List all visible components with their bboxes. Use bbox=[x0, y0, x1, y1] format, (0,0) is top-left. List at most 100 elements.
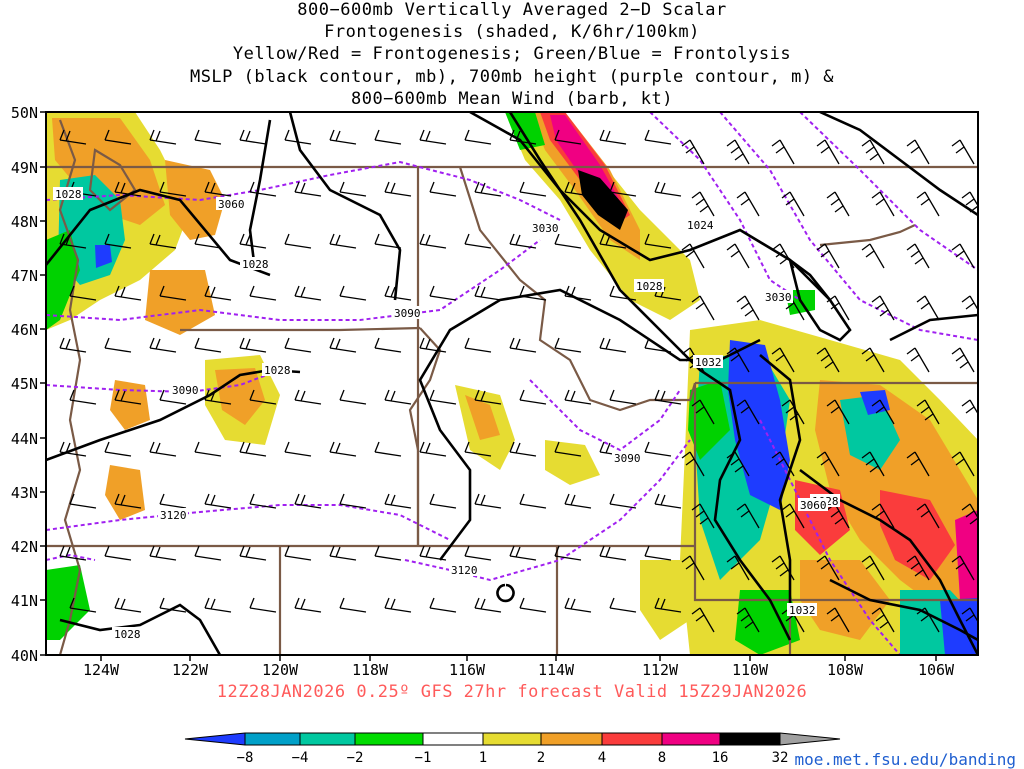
height-label-1: 3030 bbox=[530, 221, 560, 235]
wind-barb bbox=[861, 451, 885, 477]
wind-barb bbox=[374, 233, 402, 249]
wind-barb bbox=[429, 285, 457, 301]
forecast-valid-line: 12Z28JAN2026 0.25º GFS 27hr forecast Val… bbox=[216, 682, 808, 702]
title-line-3: Yellow/Red = Frontogenesis; Green/Blue =… bbox=[232, 44, 792, 64]
wind-barb bbox=[951, 347, 975, 373]
source-credit-link[interactable]: moe.met.fsu.edu/banding bbox=[794, 750, 1016, 769]
height-label-2: 3060 bbox=[216, 197, 246, 211]
wind-barb bbox=[609, 493, 637, 509]
wind-barb bbox=[861, 555, 885, 581]
wind-barb bbox=[519, 285, 547, 301]
svg-text:3060: 3060 bbox=[218, 198, 245, 211]
wind-barb bbox=[554, 337, 582, 353]
wind-barb bbox=[736, 295, 760, 321]
wind-barb bbox=[906, 139, 930, 165]
longitude-ticks bbox=[100, 655, 937, 661]
wind-barb bbox=[816, 243, 840, 269]
wind-barb bbox=[294, 285, 322, 301]
mslp-label-1: 1024 bbox=[685, 218, 715, 232]
svg-text:3090: 3090 bbox=[614, 452, 641, 465]
wind-barb bbox=[204, 597, 232, 613]
wind-barb bbox=[384, 181, 412, 197]
lat-label-47n: 47N bbox=[11, 267, 38, 285]
puget-sound bbox=[88, 148, 137, 212]
wind-barb bbox=[916, 191, 940, 217]
colorbar-label-m8: −8 bbox=[237, 750, 254, 766]
wind-barb bbox=[239, 233, 267, 249]
mslp-label-5: 1028 bbox=[112, 627, 142, 641]
shade-w2-orange bbox=[110, 380, 150, 430]
border-or-id bbox=[408, 327, 442, 546]
colorbar-swatch-4 bbox=[423, 733, 483, 745]
lat-label-49n: 49N bbox=[11, 159, 38, 177]
shade-band-black bbox=[578, 170, 628, 230]
wind-barb bbox=[654, 389, 682, 405]
wind-barb bbox=[294, 597, 322, 613]
wind-barb bbox=[149, 441, 177, 457]
wind-barb bbox=[771, 243, 795, 269]
height-contour-3060-n bbox=[46, 160, 561, 221]
wind-barb bbox=[194, 337, 222, 353]
wind-barb bbox=[609, 181, 637, 197]
mslp-contour-1028-sw bbox=[59, 603, 222, 655]
svg-text:3120: 3120 bbox=[160, 509, 187, 522]
height-contours bbox=[46, 112, 978, 655]
wind-barb bbox=[104, 337, 132, 353]
wind-barb bbox=[384, 597, 412, 613]
wind-barb bbox=[374, 545, 402, 561]
mslp-label-6: 1032 bbox=[693, 355, 723, 369]
wind-barb bbox=[691, 503, 715, 529]
shade-sw-orange bbox=[105, 465, 145, 520]
wind-barb bbox=[681, 555, 705, 581]
wind-barb bbox=[554, 129, 582, 145]
wind-barb bbox=[464, 233, 492, 249]
wind-barb bbox=[114, 493, 142, 509]
wind-barb bbox=[519, 389, 547, 405]
mslp-contour-1028-nw bbox=[46, 188, 271, 277]
height-contour-3090-n bbox=[46, 239, 541, 322]
wind-barb bbox=[781, 399, 805, 425]
wind-barb bbox=[294, 493, 322, 509]
wind-barb bbox=[871, 503, 895, 529]
wind-barb bbox=[239, 337, 267, 353]
mslp-label-3: 1028 bbox=[634, 279, 664, 293]
wind-barb bbox=[726, 451, 750, 477]
wind-barb bbox=[861, 243, 885, 269]
lon-label-108w: 108W bbox=[827, 661, 864, 679]
wind-barb bbox=[644, 233, 672, 249]
wind-barb bbox=[204, 181, 232, 197]
wind-barb bbox=[329, 545, 357, 561]
wind-barb bbox=[816, 555, 840, 581]
wind-barb bbox=[59, 337, 87, 353]
colorbar-arrow-low bbox=[185, 733, 245, 745]
mslp-label-9: 1028 bbox=[53, 187, 83, 201]
wind-barb bbox=[916, 503, 940, 529]
wind-barb bbox=[951, 451, 975, 477]
lon-label-110w: 110W bbox=[732, 661, 769, 679]
shade-se-blue bbox=[940, 598, 978, 655]
wind-barb bbox=[59, 233, 87, 249]
wind-barb bbox=[69, 597, 97, 613]
wind-barb bbox=[906, 555, 930, 581]
wind-barb bbox=[249, 389, 277, 405]
wind-barb bbox=[554, 545, 582, 561]
wind-barb bbox=[194, 129, 222, 145]
wind-barb bbox=[384, 285, 412, 301]
wind-barb bbox=[339, 285, 367, 301]
wind-barbs bbox=[59, 129, 978, 633]
wind-barb bbox=[826, 399, 850, 425]
wind-barb bbox=[519, 597, 547, 613]
wind-barb bbox=[554, 233, 582, 249]
shade-wy-green bbox=[688, 380, 730, 460]
wind-barb bbox=[59, 441, 87, 457]
wind-barb bbox=[691, 295, 715, 321]
wind-barb bbox=[474, 285, 502, 301]
wind-barb bbox=[951, 243, 975, 269]
lat-label-43n: 43N bbox=[11, 484, 38, 502]
wind-barb bbox=[654, 181, 682, 197]
lat-label-42n: 42N bbox=[11, 538, 38, 556]
lon-label-124w: 124W bbox=[83, 661, 120, 679]
wind-barb bbox=[249, 285, 277, 301]
wind-barb bbox=[736, 399, 760, 425]
